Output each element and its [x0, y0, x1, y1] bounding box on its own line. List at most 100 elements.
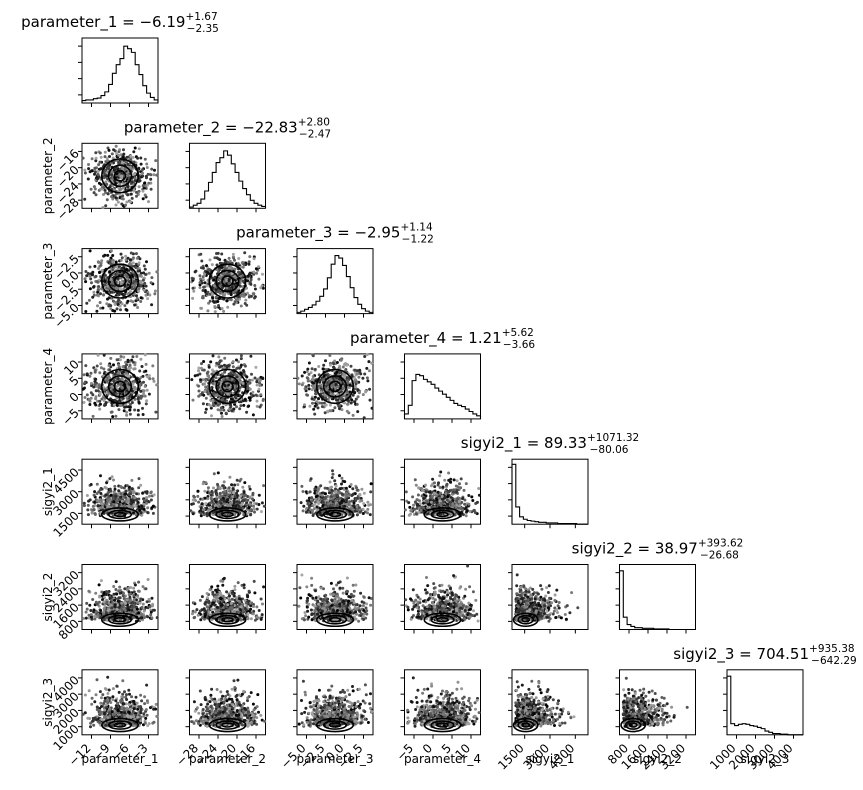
scatter-point — [252, 292, 256, 296]
scatter-point — [349, 401, 353, 405]
scatter-point — [233, 495, 237, 499]
scatter-point — [119, 187, 123, 191]
scatter-point — [142, 380, 145, 384]
scatter-point — [239, 357, 243, 361]
scatter-point — [191, 502, 195, 506]
scatter-point — [109, 493, 113, 497]
scatter-point — [124, 203, 127, 207]
scatter-point — [222, 499, 226, 503]
scatter-point — [235, 366, 239, 370]
scatter-point — [312, 407, 316, 411]
scatter-point — [407, 501, 411, 505]
scatter-point — [261, 397, 265, 401]
scatter-point — [247, 404, 251, 408]
scatter-point — [316, 500, 320, 504]
scatter-point — [109, 356, 113, 360]
scatter-point — [89, 277, 93, 281]
scatter-point — [360, 499, 364, 503]
scatter-point — [223, 370, 227, 374]
scatter-point — [317, 365, 321, 368]
scatter-point — [119, 252, 123, 256]
scatter-point — [117, 153, 121, 157]
scatter-point — [98, 151, 102, 155]
scatter-point — [252, 257, 256, 261]
scatter-point — [249, 508, 253, 512]
scatter-point — [313, 404, 317, 408]
scatter-point — [90, 157, 94, 161]
scatter-point — [151, 364, 155, 368]
scatter-point — [246, 279, 250, 283]
scatter-panel-parameter_2-vs-sigyi2_1 — [185, 458, 266, 529]
scatter-point — [252, 394, 255, 398]
scatter-point — [129, 192, 133, 196]
scatter-point — [132, 284, 136, 287]
scatter-point — [216, 408, 220, 412]
scatter-point — [193, 374, 197, 378]
scatter-point — [414, 483, 418, 487]
scatter-point — [349, 483, 353, 486]
scatter-point — [139, 357, 143, 361]
scatter-point — [345, 491, 348, 495]
scatter-point — [135, 294, 138, 298]
scatter-point — [118, 148, 122, 152]
panel-title: parameter_1 = −6.19+1.67 −2.35 — [21, 11, 219, 35]
scatter-point — [122, 370, 126, 374]
scatter-point — [117, 498, 121, 502]
scatter-point — [225, 364, 229, 368]
scatter-point — [141, 189, 145, 193]
scatter-point — [145, 162, 149, 166]
scatter-point — [96, 173, 100, 177]
scatter-point — [149, 281, 153, 285]
scatter-point — [239, 304, 243, 308]
scatter-point — [133, 273, 137, 277]
scatter-point — [103, 403, 106, 407]
scatter-point — [102, 353, 106, 357]
scatter-point — [123, 304, 127, 308]
scatter-point — [105, 177, 109, 180]
scatter-point — [106, 159, 109, 163]
scatter-point — [99, 366, 103, 370]
scatter-point — [206, 497, 210, 501]
scatter-point — [86, 508, 90, 512]
scatter-point — [137, 396, 140, 400]
scatter-point — [219, 406, 223, 410]
scatter-point — [136, 306, 140, 309]
scatter-point — [129, 154, 133, 158]
scatter-point — [198, 286, 202, 290]
scatter-point — [310, 397, 314, 401]
scatter-point — [99, 306, 103, 310]
y-axis-label: parameter_3 — [41, 243, 55, 320]
scatter-point — [366, 500, 370, 504]
scatter-point — [139, 396, 143, 400]
scatter-point — [105, 198, 109, 202]
scatter-point — [137, 147, 141, 151]
scatter-point — [103, 485, 107, 489]
scatter-point — [340, 486, 344, 490]
scatter-point — [114, 300, 118, 304]
scatter-point — [108, 477, 112, 481]
scatter-point — [333, 479, 337, 483]
scatter-point — [106, 146, 110, 150]
scatter-point — [89, 483, 93, 486]
scatter-point — [109, 262, 113, 266]
scatter-point — [102, 172, 106, 176]
scatter-point — [152, 493, 156, 497]
scatter-point — [87, 397, 91, 401]
scatter-point — [88, 374, 92, 378]
scatter-point — [131, 382, 135, 386]
scatter-point — [335, 504, 339, 508]
scatter-point — [208, 501, 212, 505]
scatter-point — [92, 385, 96, 389]
scatter-point — [235, 500, 239, 504]
scatter-point — [129, 262, 132, 266]
scatter-point — [84, 364, 88, 368]
scatter-point — [135, 190, 138, 194]
scatter-point — [197, 500, 201, 504]
scatter-point — [315, 490, 319, 494]
scatter-point — [109, 503, 113, 507]
scatter-point — [96, 353, 100, 357]
scatter-point — [130, 196, 134, 200]
scatter-point — [136, 156, 140, 160]
scatter-point — [356, 410, 360, 414]
